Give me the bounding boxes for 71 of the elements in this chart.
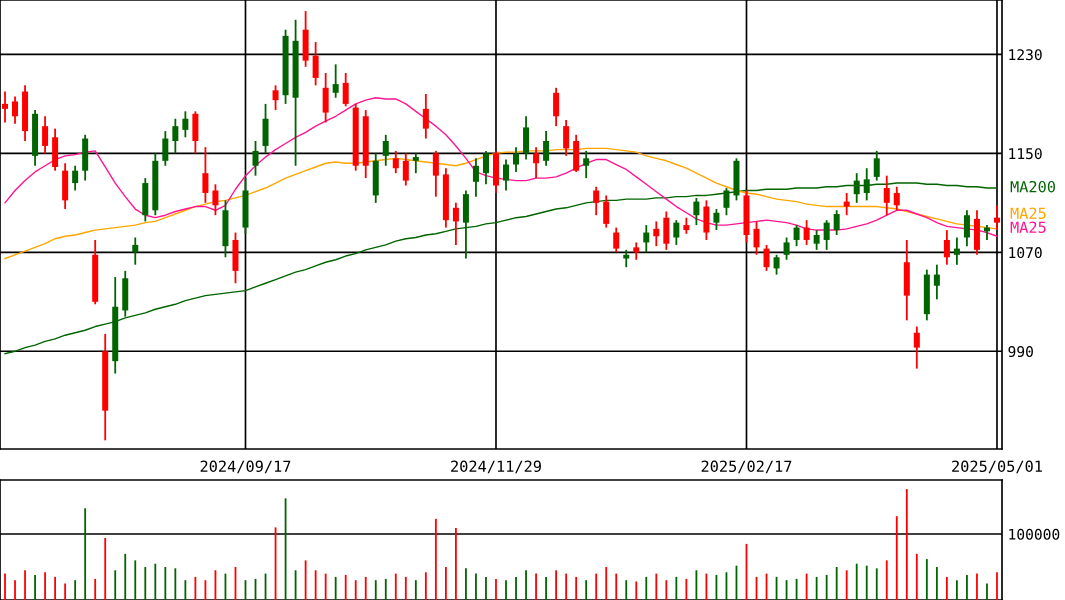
candlestick [132,236,139,266]
candlestick [713,208,720,231]
candlestick [2,90,9,124]
candlestick [843,192,850,217]
series-label: MA25 [1010,207,1046,220]
candlestick [963,209,970,248]
y-tick-label: 990 [1008,346,1033,358]
candlestick [653,220,660,248]
candlestick [723,187,730,217]
candlestick [513,146,520,173]
series-label: MA200 [1010,180,1056,193]
candlestick [202,146,209,204]
candlestick [643,224,650,254]
candlestick [72,164,79,192]
candlestick [813,229,820,251]
candlestick [472,157,479,198]
candlestick [913,325,920,370]
candlestick [432,149,439,198]
candlestick [503,158,510,192]
candlestick [543,130,550,167]
candlestick [412,152,419,175]
candlestick [162,130,169,167]
candlestick [793,224,800,248]
candlestick [823,219,830,251]
candlestick [803,219,810,246]
candlestick [553,86,560,128]
candlestick [12,95,19,125]
x-tick-label: 2025/05/01 [952,460,1042,474]
candlestick [392,149,399,175]
candlestick [583,149,590,180]
series-label: MA25 [1010,221,1046,234]
candlestick [342,72,349,108]
candlestick [563,119,570,157]
candlestick [613,226,620,254]
candlestick [533,146,540,180]
y-tick-label: 1150 [1009,148,1042,160]
candlestick [833,209,840,236]
x-tick-label: 2024/11/29 [451,460,541,474]
y-tick-label: 1230 [1009,49,1042,61]
candlestick [382,133,389,167]
candlestick [753,220,760,256]
candlestick [883,174,890,217]
candlestick [402,152,409,187]
candlestick [893,185,900,212]
candlestick [673,219,680,246]
candlestick [603,194,610,229]
x-tick-label: 2024/09/17 [200,460,291,474]
candlestick [452,201,459,246]
candlestick [172,117,179,155]
candlestick [783,236,790,261]
y-tick-label: 1070 [1009,247,1042,259]
y-tick-label: 100000 [1009,528,1060,540]
candlestick [773,253,780,276]
candlestick [993,204,1000,231]
candlestick [252,140,259,177]
candlestick [332,63,339,99]
candlestick [593,185,600,217]
candlestick [693,197,700,227]
candlestick [422,93,429,140]
candlestick [482,149,489,186]
candlestick [212,183,219,217]
x-tick-label: 2025/02/17 [701,460,792,474]
candlestick [943,229,950,266]
candlestick [42,115,49,155]
candlestick [182,110,189,139]
candlestick [933,263,940,301]
candlestick [763,244,770,272]
candlestick [312,41,319,87]
candlestick [873,149,880,182]
candlestick [953,236,960,266]
candlestick [272,84,279,111]
